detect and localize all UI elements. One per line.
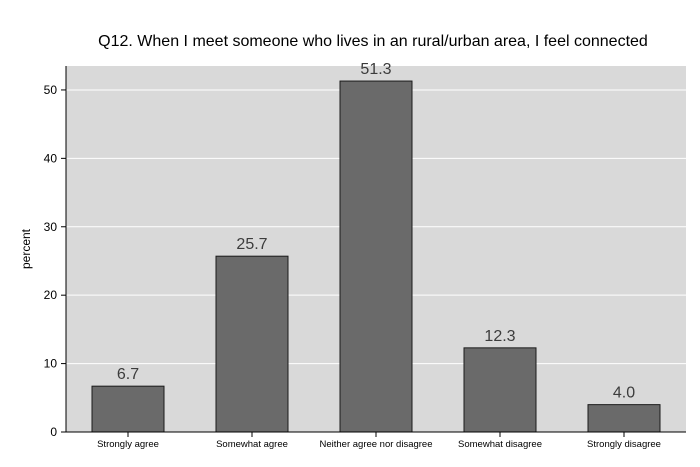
data-label: 6.7 xyxy=(117,366,139,383)
x-tick-label: Neither agree nor disagree xyxy=(319,439,432,450)
bar xyxy=(91,385,165,433)
data-label: 25.7 xyxy=(236,236,267,253)
bar xyxy=(215,255,289,433)
y-tick-label: 50 xyxy=(44,83,58,97)
data-labels: 6.7 25.7 51.3 12.3 4.0 xyxy=(117,61,635,402)
y-axis-label: percent xyxy=(19,228,33,269)
bars xyxy=(91,80,661,433)
x-axis-ticks: Strongly agree Somewhat agree Neither agre… xyxy=(97,432,661,450)
y-tick-label: 40 xyxy=(44,151,58,165)
y-tick-label: 20 xyxy=(44,288,58,302)
bar xyxy=(587,404,661,433)
data-label: 51.3 xyxy=(360,61,391,78)
data-label: 12.3 xyxy=(484,328,515,345)
bar xyxy=(339,80,413,433)
chart-title: Q12. When I meet someone who lives in an… xyxy=(98,33,648,50)
x-tick-label: Somewhat disagree xyxy=(458,439,542,450)
y-tick-label: 30 xyxy=(44,220,58,234)
x-tick-label: Strongly disagree xyxy=(587,439,661,450)
data-label: 4.0 xyxy=(613,385,635,402)
x-tick-label: Somewhat agree xyxy=(216,439,288,450)
x-tick-label: Strongly agree xyxy=(97,439,159,450)
y-tick-label: 0 xyxy=(50,425,57,439)
bar xyxy=(463,347,537,433)
y-axis-ticks: 0 10 20 30 40 50 xyxy=(44,83,66,439)
y-tick-label: 10 xyxy=(44,357,58,371)
